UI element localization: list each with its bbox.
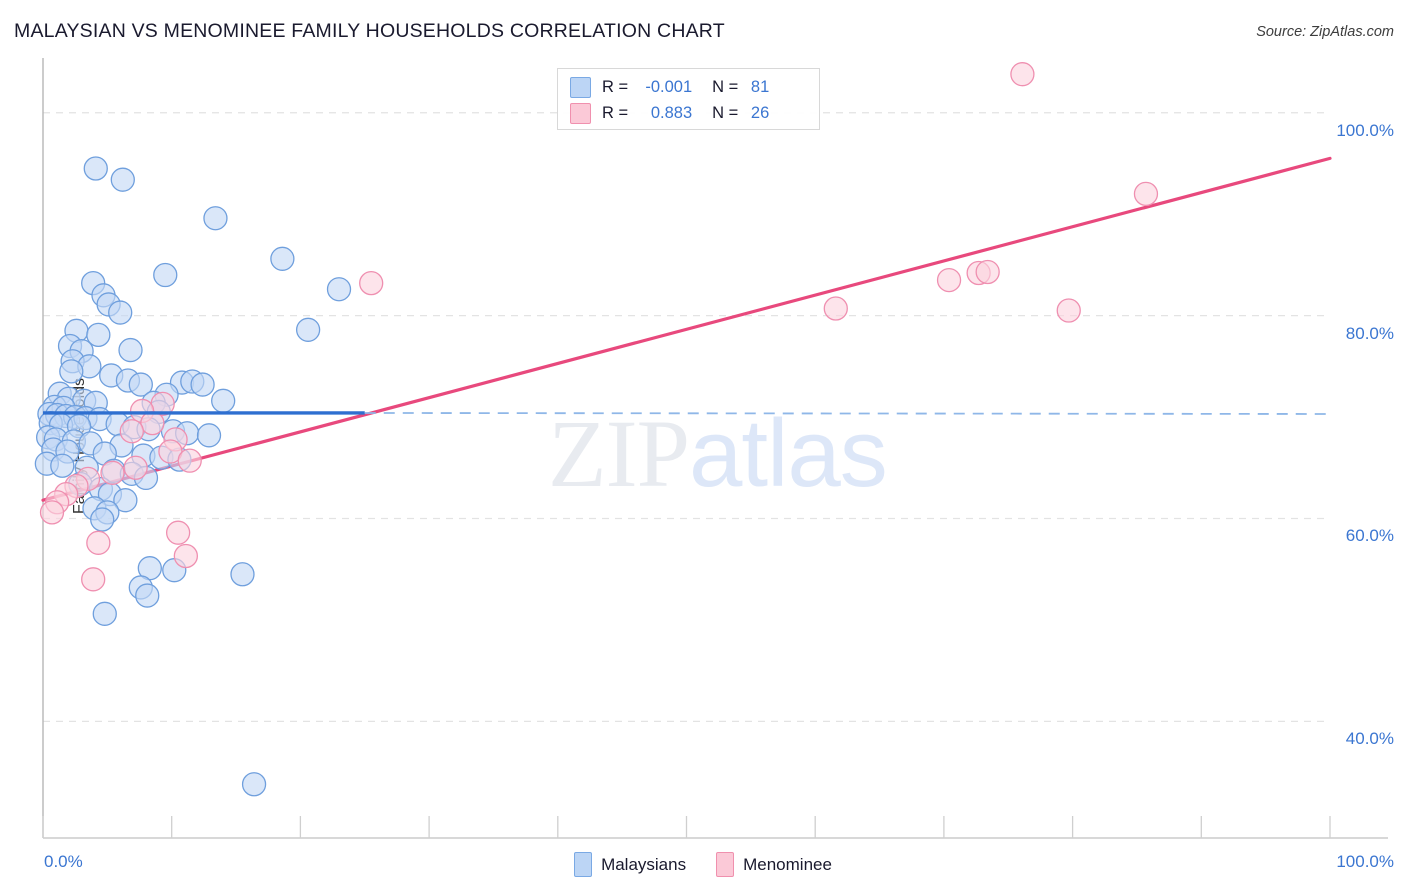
legend-r-label-1: R =	[602, 77, 629, 96]
correlation-legend: R = -0.001 N = 81 R = 0.883 N = 26	[557, 68, 820, 130]
legend-n-value-menominee: 26	[750, 103, 770, 122]
legend-swatch-malaysians	[570, 76, 591, 98]
series-swatch-malaysians	[574, 852, 593, 877]
data-point-malaysians	[190, 372, 215, 397]
trendline-menominee	[41, 156, 1332, 502]
data-point-malaysians	[92, 601, 117, 626]
data-point-malaysians	[83, 156, 108, 181]
data-point-malaysians	[90, 507, 115, 532]
data-point-malaysians	[50, 453, 75, 478]
y-axis-tick-label: 80.0%	[1345, 323, 1394, 343]
data-point-malaysians	[230, 562, 255, 587]
data-point-menominee	[81, 567, 106, 592]
data-point-malaysians	[110, 167, 135, 192]
data-point-menominee	[1133, 181, 1159, 207]
data-point-malaysians	[118, 337, 143, 363]
legend-n-label-2: N =	[712, 103, 739, 122]
data-point-menominee	[975, 259, 1000, 285]
data-point-menominee	[165, 520, 191, 545]
data-point-menominee	[1010, 62, 1035, 87]
data-point-menominee	[39, 500, 65, 525]
page-title: MALAYSIAN VS MENOMINEE FAMILY HOUSEHOLDS…	[14, 20, 725, 42]
data-point-menominee	[936, 267, 962, 293]
data-point-malaysians	[108, 300, 133, 325]
data-point-malaysians	[211, 388, 236, 413]
legend-n-value-malaysians: 81	[750, 77, 770, 96]
legend-row-malaysians: R = -0.001 N = 81	[570, 74, 809, 100]
legend-r-value-malaysians: -0.001	[645, 77, 693, 96]
data-point-malaysians	[203, 206, 228, 231]
legend-swatch-menominee	[570, 102, 591, 124]
source-attribution: Source: ZipAtlas.com	[1256, 24, 1394, 40]
data-point-malaysians	[135, 583, 160, 608]
data-point-menominee	[823, 296, 848, 321]
data-point-malaysians	[86, 322, 111, 348]
series-legend: Malaysians Menominee	[0, 852, 1406, 877]
data-point-menominee	[359, 270, 384, 296]
data-point-menominee	[173, 543, 199, 569]
data-point-malaysians	[153, 262, 178, 288]
data-point-menominee	[177, 448, 202, 473]
data-point-malaysians	[59, 359, 84, 384]
data-point-menominee	[119, 419, 144, 444]
data-point-malaysians	[295, 317, 321, 342]
y-axis-tick-label: 40.0%	[1345, 729, 1394, 749]
trendline-malaysians-extension	[364, 412, 1331, 415]
data-point-malaysians	[326, 277, 352, 302]
legend-row-menominee: R = 0.883 N = 26	[570, 100, 809, 126]
data-point-menominee	[100, 460, 125, 485]
data-point-malaysians	[128, 372, 153, 397]
data-point-menominee	[140, 410, 165, 436]
y-axis-tick-label: 100.0%	[1336, 120, 1394, 140]
series-legend-item-menominee[interactable]: Menominee	[716, 852, 832, 877]
legend-r-value-menominee: 0.883	[650, 103, 693, 122]
series-label-malaysians: Malaysians	[601, 854, 687, 874]
series-label-menominee: Menominee	[743, 854, 832, 874]
x-axis-min-label: 0.0%	[44, 852, 83, 871]
x-axis-max-label: 100.0%	[1336, 852, 1394, 871]
series-legend-item-malaysians[interactable]: Malaysians	[574, 852, 686, 877]
data-point-malaysians	[241, 772, 267, 797]
data-point-malaysians	[113, 488, 138, 513]
data-point-malaysians	[196, 423, 222, 448]
data-point-menominee	[1056, 298, 1081, 323]
data-point-malaysians	[270, 246, 295, 271]
y-axis-tick-label: 60.0%	[1345, 526, 1394, 546]
series-swatch-menominee	[716, 852, 735, 877]
legend-n-label-1: N =	[712, 77, 739, 96]
data-point-menominee	[86, 530, 111, 555]
legend-r-label-2: R =	[602, 103, 629, 122]
data-point-menominee	[123, 455, 148, 480]
